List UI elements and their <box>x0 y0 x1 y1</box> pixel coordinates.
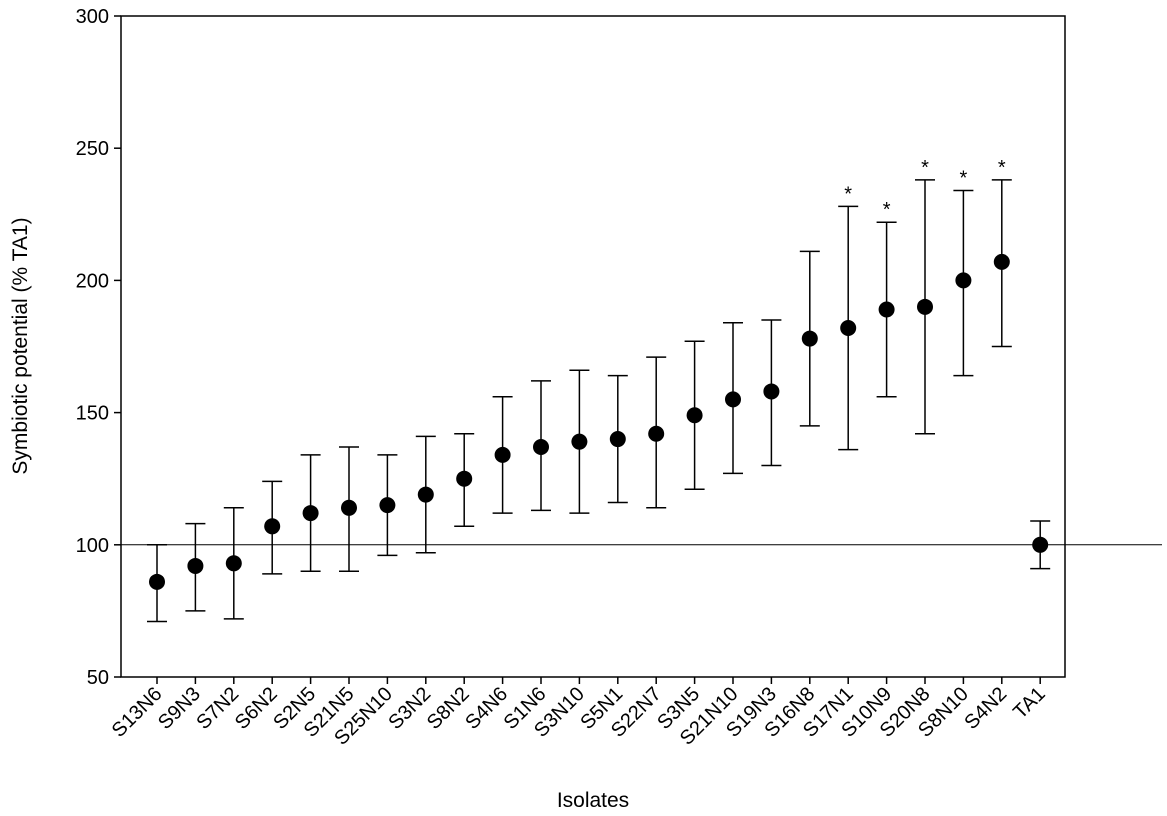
x-tick-label: S7N2 <box>192 683 243 734</box>
significance-star: * <box>998 157 1006 179</box>
x-axis-title: Isolates <box>557 789 629 812</box>
y-tick-label: 250 <box>76 138 109 160</box>
data-point <box>571 433 588 450</box>
data-point <box>686 407 703 424</box>
data-point <box>225 555 242 572</box>
data-point <box>648 425 665 442</box>
data-point <box>801 330 818 347</box>
y-tick-label: 100 <box>76 535 109 557</box>
plot-frame <box>120 15 1066 678</box>
data-point <box>840 319 857 336</box>
data-point <box>533 438 549 455</box>
data-point <box>149 573 165 590</box>
data-point <box>763 383 780 400</box>
y-tick-label: 300 <box>76 6 109 28</box>
data-point <box>878 301 895 318</box>
data-point <box>379 497 396 514</box>
x-tick-label: S6N2 <box>231 683 282 734</box>
x-tick-label: S9N3 <box>154 683 205 734</box>
data-point <box>302 505 319 522</box>
y-tick-label: 50 <box>87 667 109 689</box>
y-tick-label: 200 <box>76 270 109 292</box>
x-tick-label: S8N2 <box>423 683 474 734</box>
x-tick-label: S3N2 <box>384 683 435 734</box>
data-point <box>955 272 972 289</box>
data-point <box>417 486 434 503</box>
x-tick-label: S4N2 <box>960 683 1011 734</box>
data-point <box>725 391 741 408</box>
data-point <box>264 518 281 535</box>
x-tick-label: S4N6 <box>461 683 512 734</box>
significance-star: * <box>883 199 891 221</box>
data-point <box>341 499 357 516</box>
data-point <box>993 253 1010 270</box>
y-axis-title: Symbiotic potential (% TA1) <box>9 217 32 474</box>
significance-star: * <box>844 183 852 205</box>
y-tick-label: 150 <box>76 403 109 425</box>
data-point <box>494 446 511 463</box>
significance-star: * <box>921 157 929 179</box>
data-point <box>1032 536 1049 553</box>
significance-star: * <box>960 168 968 190</box>
data-point <box>456 470 473 487</box>
data-point <box>187 557 204 574</box>
x-tick-label: S13N6 <box>108 683 167 742</box>
data-point <box>917 298 933 315</box>
data-point <box>609 431 626 448</box>
x-tick-label: TA1 <box>1009 683 1049 723</box>
